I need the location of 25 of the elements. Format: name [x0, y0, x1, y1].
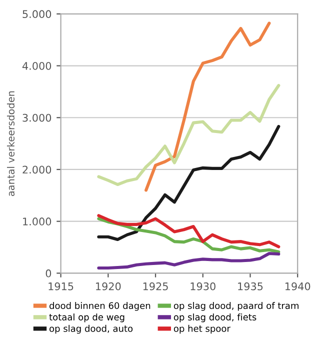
line-series	[144, 22, 271, 192]
line-series	[97, 84, 280, 186]
y-tick-label: 4.000	[22, 62, 52, 70]
line-series	[97, 124, 280, 242]
legend-label: op slag dood, fiets	[174, 313, 256, 322]
x-tick-label: 1920	[96, 282, 121, 290]
y-tick-label: 1.000	[23, 218, 52, 226]
x-tick-label: 1925	[143, 282, 168, 290]
x-tick-label: 1935	[238, 282, 263, 290]
x-tick-label: 1940	[285, 282, 310, 290]
y-tick-label: 2.000	[22, 166, 52, 174]
line-series	[97, 214, 280, 248]
x-tick-label: 1930	[190, 282, 216, 290]
y-tick-label: 5.000	[22, 10, 52, 18]
legend-label: totaal op de weg	[49, 313, 124, 322]
y-axis-title: aantal verkeersdoden	[6, 91, 15, 196]
legend-label: op het spoor	[174, 324, 230, 334]
x-tick-label: 1915	[48, 282, 74, 290]
line-series	[97, 252, 280, 270]
legend-label: dood binnen 60 dagen	[50, 302, 150, 311]
y-tick-label: 0	[46, 269, 52, 278]
y-tick-label: 3.000	[22, 114, 52, 122]
legend-label: op slag dood, auto	[50, 324, 133, 334]
line-series	[97, 217, 280, 254]
legend-label: op slag dood, paard of tram	[174, 302, 298, 311]
